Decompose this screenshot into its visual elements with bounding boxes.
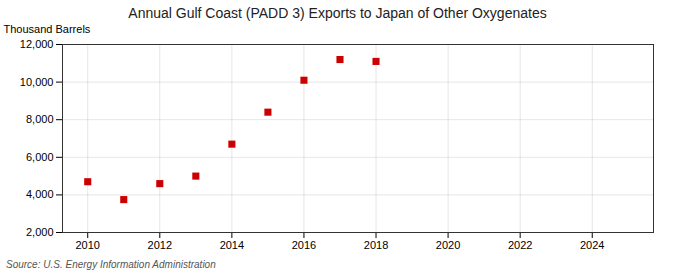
svg-text:2016: 2016 (292, 239, 316, 251)
svg-text:2024: 2024 (580, 239, 604, 251)
svg-text:4,000: 4,000 (26, 188, 54, 200)
svg-text:2018: 2018 (364, 239, 388, 251)
svg-text:6,000: 6,000 (26, 151, 54, 163)
svg-text:8,000: 8,000 (26, 113, 54, 125)
html-text:Source: U.S. Energy Informatio: Source: U.S. Energy Information Administ… (6, 259, 216, 270)
svg-text:2022: 2022 (508, 239, 532, 251)
svg-text:2014: 2014 (220, 239, 244, 251)
svg-text:Thousand Barrels: Thousand Barrels (4, 23, 91, 35)
svg-text:2020: 2020 (436, 239, 460, 251)
svg-text:12,000: 12,000 (20, 38, 54, 50)
svg-text:10,000: 10,000 (20, 76, 54, 88)
svg-text:2,000: 2,000 (26, 226, 54, 238)
svg-text:2012: 2012 (148, 239, 172, 251)
html-text:Annual Gulf Coast (PADD 3) Exp: Annual Gulf Coast (PADD 3) Exports to Ja… (128, 5, 547, 21)
svg-text:2010: 2010 (75, 239, 99, 251)
